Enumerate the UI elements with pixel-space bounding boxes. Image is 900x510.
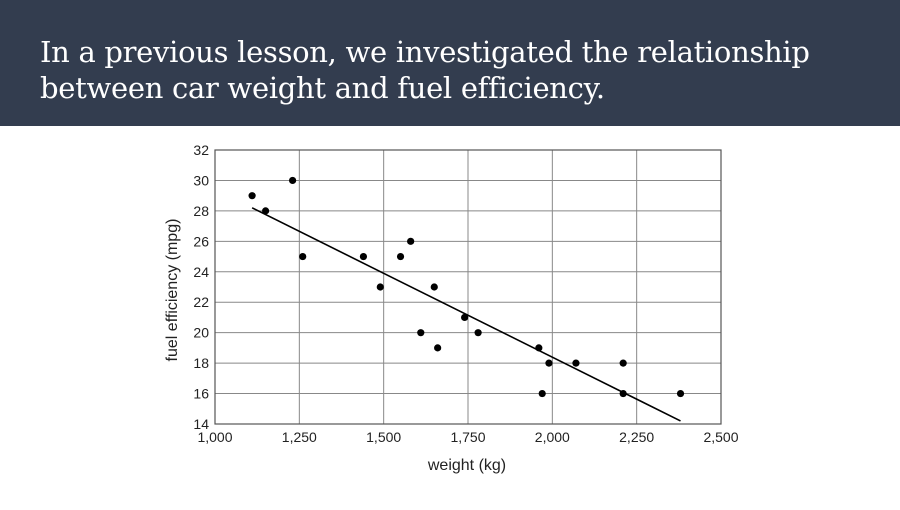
x-tick-label: 1,250 (282, 429, 317, 445)
scatter-chart: 14 16 18 20 22 24 26 28 30 32 1,000 1,250 1,500 1,75… (164, 142, 739, 474)
y-tick-label: 24 (193, 264, 209, 280)
data-point (461, 313, 469, 322)
data-point (535, 344, 543, 352)
data-point (572, 359, 580, 367)
y-tick-label: 26 (193, 233, 209, 249)
data-point (417, 329, 425, 337)
slide-title: In a previous lesson, we investigated th… (40, 35, 810, 105)
data-point (619, 359, 627, 367)
data-point (676, 389, 685, 398)
data-point (262, 207, 270, 215)
x-tick-label: 2,500 (703, 429, 738, 445)
data-point (545, 359, 553, 367)
y-tick-label: 30 (193, 172, 209, 188)
x-tick-label: 1,000 (197, 429, 232, 445)
x-axis-label: weight (kg) (427, 457, 506, 474)
x-tick-label: 2,250 (619, 429, 654, 445)
plot-frame (214, 149, 722, 425)
data-point (299, 252, 307, 261)
data-point (376, 283, 384, 291)
y-tick-label: 32 (193, 142, 209, 158)
y-tick-label: 20 (193, 325, 209, 341)
data-points (248, 176, 685, 398)
data-point (407, 237, 415, 245)
y-tick-label: 18 (193, 355, 209, 371)
data-point (538, 389, 546, 398)
data-point (359, 252, 368, 261)
data-point (288, 176, 297, 185)
x-tick-label: 1,750 (450, 429, 485, 445)
y-tick-label: 14 (193, 416, 209, 432)
data-point (474, 329, 482, 337)
data-point (430, 283, 438, 291)
data-point (619, 389, 627, 398)
data-point (248, 192, 256, 200)
x-tick-label: 1,500 (366, 429, 401, 445)
y-axis-label: fuel efficiency (mpg) (164, 219, 181, 362)
y-tick-label: 28 (193, 203, 209, 219)
y-tick-label: 16 (193, 386, 209, 402)
title-banner: In a previous lesson, we investigated th… (0, 0, 900, 126)
x-tick-label: 2,000 (535, 429, 570, 445)
grid (214, 149, 722, 425)
data-point (396, 252, 405, 261)
y-tick-label: 22 (193, 294, 209, 310)
x-tick-labels: 1,000 1,250 1,500 1,750 2,000 2,250 2,500 (197, 429, 738, 445)
data-point (434, 344, 442, 352)
y-tick-labels: 14 16 18 20 22 24 26 28 30 32 (193, 142, 209, 432)
chart-area: 14 16 18 20 22 24 26 28 30 32 1,000 1,250 1,500 1,75… (0, 126, 900, 506)
